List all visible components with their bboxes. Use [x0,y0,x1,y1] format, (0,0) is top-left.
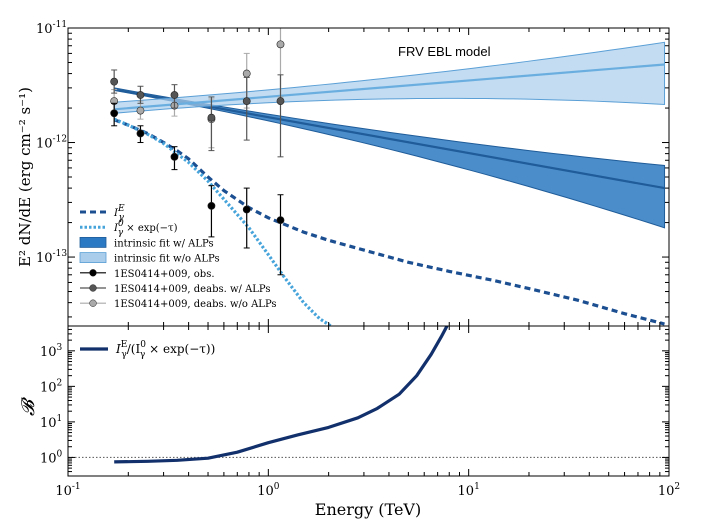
legend-label: intrinsic fit w/ ALPs [114,238,214,249]
point-obs [110,109,119,118]
legend-label: 1ES0414+009, obs. [114,269,215,280]
curve-absorbed [113,117,332,326]
top-y-ticks: 10-13 10-12 10-11 [36,20,669,318]
model-curves [113,117,665,326]
bottom-frame [67,325,670,477]
bottom-legend: IE γ/(I0 γ × exp(−τ)) [80,340,215,360]
curve-intrinsic-ebl [113,118,665,326]
x-axis-label: Energy (TeV) [315,500,421,519]
band-center-line [114,63,665,111]
point-deabs-alps [207,113,216,122]
point-deabs-alps [110,77,119,86]
top-legend: IE γI0 γ × exp(−τ)intrinsic fit w/ ALPs int… [79,204,277,310]
bottom-y-tick-label: 103 [40,343,63,360]
legend-swatch-dark [79,236,107,248]
point-deabs-alps [170,91,179,99]
ebl-model-annotation: FRV EBL model [398,44,491,59]
bottom-y-ticks: 100 101 102 103 [40,325,669,477]
bottom-panel: 100 101 102 103 IE γ/(I0 γ × exp(−τ)) [40,325,669,477]
bottom-y-tick-label: 102 [40,378,62,395]
top-panel: 10-13 10-12 10-11 FRV EBL model IE γI0 γ × e… [36,20,669,326]
legend-label: I0 γ × exp(−τ) [113,219,178,238]
top-y-tick-label: 10-11 [36,20,67,37]
bottom-y-tick-label: 101 [40,414,62,431]
top-y-axis-label: E² dN/dE (erg cm⁻² s⁻¹) [16,87,34,267]
legend-label: intrinsic fit w/o ALPs [114,254,220,265]
legend-swatch-marker [89,299,97,307]
point-obs [170,152,179,161]
legend-label: 1ES0414+009, deabs. w/ ALPs [114,284,271,295]
point-obs [242,205,251,214]
legend-swatch-marker [89,284,97,292]
x-tick-label: 102 [658,482,680,499]
ratio-curve [114,326,449,464]
ratio-line [114,326,449,464]
point-obs [207,201,216,210]
legend-label: 1ES0414+009, deabs. w/o ALPs [114,299,277,310]
legend-swatch-light [79,252,107,264]
data-points [110,27,285,276]
bottom-y-axis-label: 𝓑 [18,397,39,416]
point-obs [276,216,285,225]
legend-swatch-marker [89,269,97,277]
legend-label: IE γ [113,204,125,223]
point-deabs-noalps [136,106,145,115]
point-deabs-noalps [276,40,285,49]
fit-bands [113,41,666,229]
point-deabs-alps [276,97,285,105]
top-y-tick-label: 10-13 [36,249,67,266]
band-without-alps [113,41,666,114]
band-with-alps [113,87,666,229]
x-tick-label: 100 [257,482,280,499]
legend-label: IE γ/(I0 γ × exp(−τ)) [115,340,215,360]
bottom-y-tick-label: 100 [40,449,63,466]
top-y-tick-label: 10-12 [36,135,67,152]
point-deabs-alps [136,91,145,99]
point-obs [136,129,145,138]
point-deabs-alps [242,97,251,105]
x-tick-label: 101 [458,482,480,499]
x-tick-label: 10-1 [55,482,80,499]
point-deabs-noalps [242,69,251,78]
